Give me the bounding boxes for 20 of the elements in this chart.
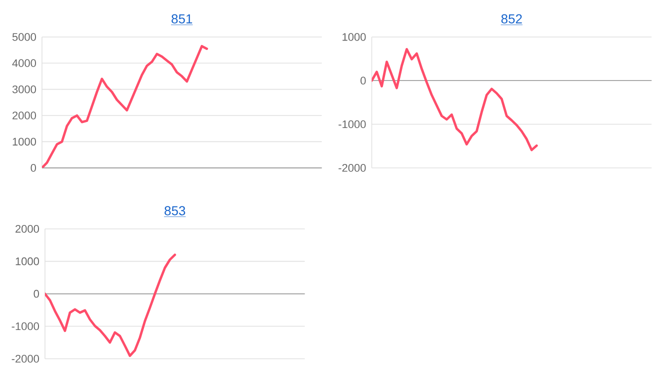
chart-title: 852 xyxy=(501,14,522,24)
y-tick-label: -1000 xyxy=(12,322,39,330)
y-tick-label: 2000 xyxy=(12,112,36,120)
y-tick-label: 0 xyxy=(360,76,366,85)
y-tick-label: 4000 xyxy=(12,59,36,68)
y-tick-label: -2000 xyxy=(338,164,366,172)
y-tick-label: 1000 xyxy=(342,33,366,41)
y-tick-label: 0 xyxy=(34,290,39,298)
y-tick-label: -2000 xyxy=(12,354,39,363)
line-series xyxy=(44,254,176,358)
chart-title: 851 xyxy=(172,14,192,24)
chart-title: 853 xyxy=(164,206,186,216)
y-tick-label: 2000 xyxy=(16,225,39,233)
y-tick-label: 5000 xyxy=(12,33,36,41)
y-tick-label: 0 xyxy=(30,164,36,172)
y-tick-label: 1000 xyxy=(16,258,39,266)
y-tick-label: 3000 xyxy=(12,86,36,94)
y-tick-label: -1000 xyxy=(338,120,366,128)
line-series xyxy=(372,48,538,152)
y-tick-label: 1000 xyxy=(12,138,36,146)
